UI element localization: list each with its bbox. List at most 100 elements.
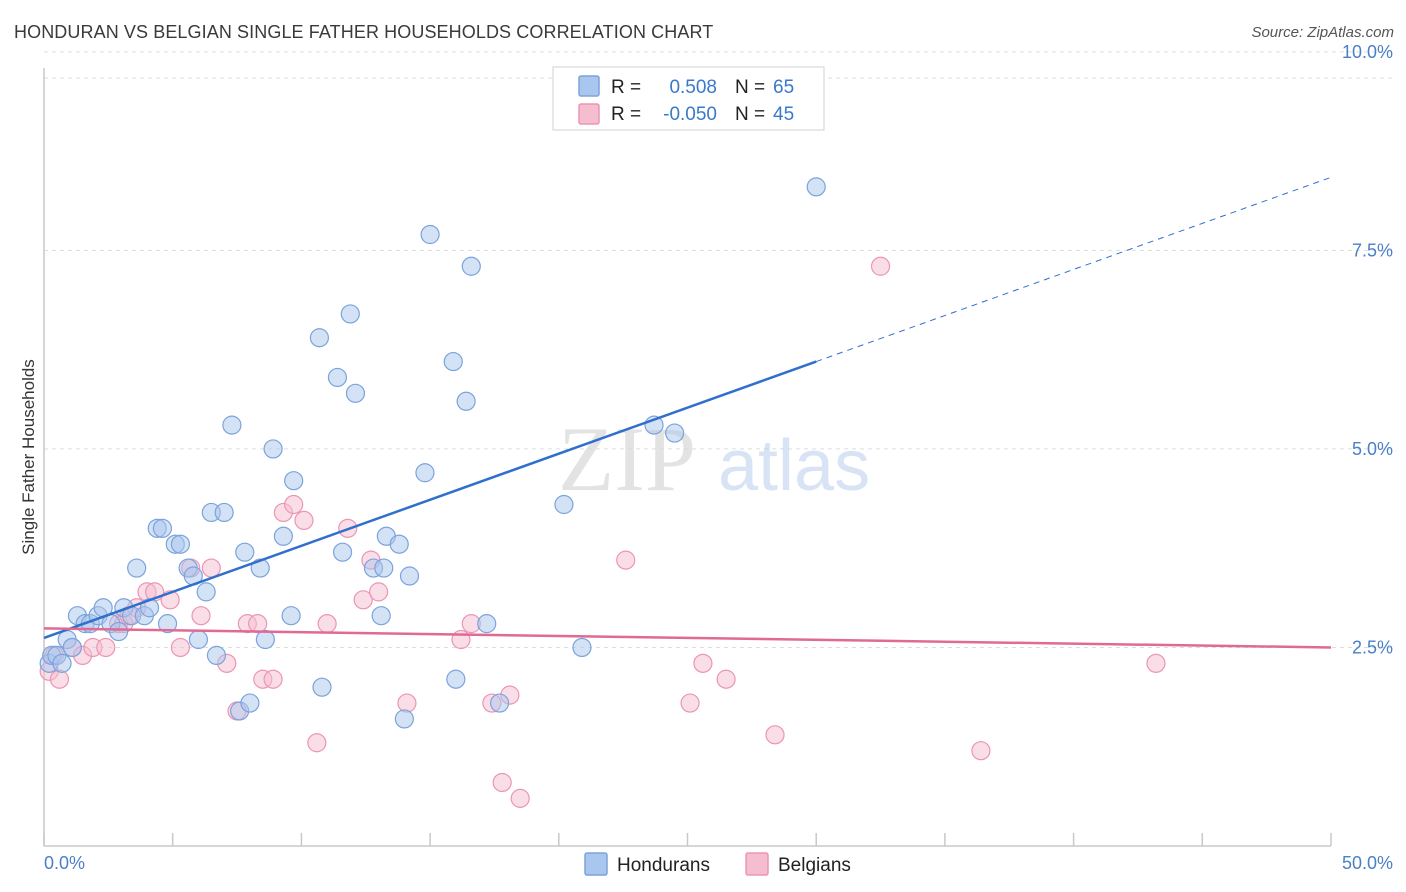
belgians-points — [39, 256, 1166, 808]
x-tick-label-min: 0.0% — [44, 853, 85, 873]
hondurans-point — [157, 614, 178, 634]
hondurans-point — [456, 391, 476, 411]
legend-n-label-belgians: N = — [735, 104, 765, 125]
trend-lines — [43, 176, 1332, 649]
hondurans-point — [62, 637, 82, 658]
hondurans-point — [394, 709, 414, 729]
hondurans-point — [281, 606, 301, 626]
legend-n-value-belgians: 45 — [773, 104, 794, 125]
source-credit: Source: ZipAtlas.com — [1251, 24, 1394, 41]
hondurans-point — [477, 614, 497, 634]
hondurans-point — [332, 542, 353, 562]
legend-n-label-hondurans: N = — [735, 77, 765, 98]
belgians-point — [510, 788, 530, 808]
belgians-point — [397, 693, 417, 713]
hondurans-point — [284, 471, 304, 491]
hondurans-point — [214, 502, 234, 523]
belgians-point — [263, 669, 283, 689]
hondurans-point — [139, 598, 160, 618]
hondurans-point — [263, 439, 283, 459]
hondurans-point — [240, 693, 260, 713]
hondurans-point — [235, 542, 255, 562]
bottom-legend-belgians: Belgians — [778, 855, 851, 876]
hondurans-point — [399, 566, 420, 586]
belgians-point — [765, 725, 785, 745]
belgians-point — [353, 590, 373, 610]
hondurans-point — [273, 526, 293, 546]
hondurans-point — [489, 693, 510, 713]
hondurans-point — [554, 494, 574, 515]
y-tick-label: 7.5% — [1352, 240, 1393, 260]
belgians-trend-line — [43, 627, 1332, 649]
y-tick-labels: 2.5% 5.0% 7.5% 10.0% — [1342, 42, 1393, 658]
hondurans-point — [127, 558, 147, 578]
hondurans-point — [446, 669, 466, 689]
belgians-point — [96, 637, 116, 658]
belgians-point — [451, 629, 471, 650]
hondurans-point — [415, 463, 435, 483]
hondurans-point — [109, 621, 129, 642]
hondurans-point — [222, 415, 242, 435]
y-tick-label: 2.5% — [1352, 637, 1393, 657]
hondurans-point — [806, 177, 826, 197]
correlation-legend: R = 0.508 N = 65 R = -0.050 N = 45 — [552, 66, 825, 131]
hondurans-point — [52, 653, 72, 673]
belgians-point — [971, 741, 991, 761]
hondurans-point — [188, 629, 209, 650]
belgians-point — [170, 637, 191, 658]
hondurans-point — [250, 558, 270, 578]
legend-swatch-hondurans — [578, 75, 600, 97]
legend-r-label-hondurans: R = — [611, 77, 641, 98]
belgians-point — [191, 606, 211, 626]
hondurans-point — [312, 677, 332, 697]
hondurans-point — [572, 637, 592, 658]
bottom-legend-swatch-hondurans — [584, 852, 608, 876]
y-axis-label: Single Father Households — [19, 359, 38, 555]
belgians-point — [201, 558, 221, 578]
y-tick-label: 10.0% — [1342, 42, 1393, 62]
hondurans-point — [345, 383, 366, 403]
hondurans-point — [389, 534, 409, 554]
hondurans-point — [461, 256, 481, 276]
hondurans-point — [255, 629, 275, 650]
hondurans-points — [39, 177, 826, 729]
legend-r-value-hondurans: 0.508 — [669, 77, 717, 98]
hondurans-trend-extension — [816, 176, 1332, 363]
watermark-zip: ZIP — [558, 408, 696, 510]
hondurans-point — [340, 304, 360, 324]
belgians-point — [317, 614, 337, 634]
hondurans-point — [374, 558, 394, 578]
legend-n-value-hondurans: 65 — [773, 77, 794, 98]
hondurans-point — [309, 328, 330, 348]
watermark-atlas: atlas — [718, 426, 870, 506]
belgians-point — [716, 669, 736, 689]
legend-r-label-belgians: R = — [611, 104, 641, 125]
chart-title: HONDURAN VS BELGIAN SINGLE FATHER HOUSEH… — [14, 22, 714, 42]
series-legend: Hondurans Belgians — [584, 852, 851, 876]
bottom-legend-swatch-belgians — [745, 852, 769, 876]
belgians-point — [294, 510, 314, 531]
hondurans-point — [665, 423, 685, 443]
hondurans-point — [196, 582, 216, 602]
x-tick-label-max: 50.0% — [1342, 853, 1393, 873]
belgians-point — [307, 733, 327, 753]
hondurans-point — [371, 606, 391, 626]
belgians-point — [870, 256, 891, 276]
belgians-point — [49, 669, 70, 689]
hondurans-point — [443, 351, 463, 372]
y-tick-label: 5.0% — [1352, 439, 1393, 459]
belgians-point — [369, 582, 389, 602]
belgians-point — [284, 494, 304, 515]
x-axis-ticks — [43, 833, 1332, 846]
belgians-point — [616, 550, 636, 570]
hondurans-point — [420, 224, 440, 245]
legend-swatch-belgians — [578, 103, 600, 125]
belgians-point — [680, 693, 700, 713]
belgians-point — [492, 772, 512, 793]
belgians-point — [1146, 653, 1166, 673]
legend-r-value-belgians: -0.050 — [663, 104, 717, 125]
hondurans-trend-line — [43, 360, 817, 640]
hondurans-point — [206, 645, 227, 666]
hondurans-point — [170, 534, 191, 554]
